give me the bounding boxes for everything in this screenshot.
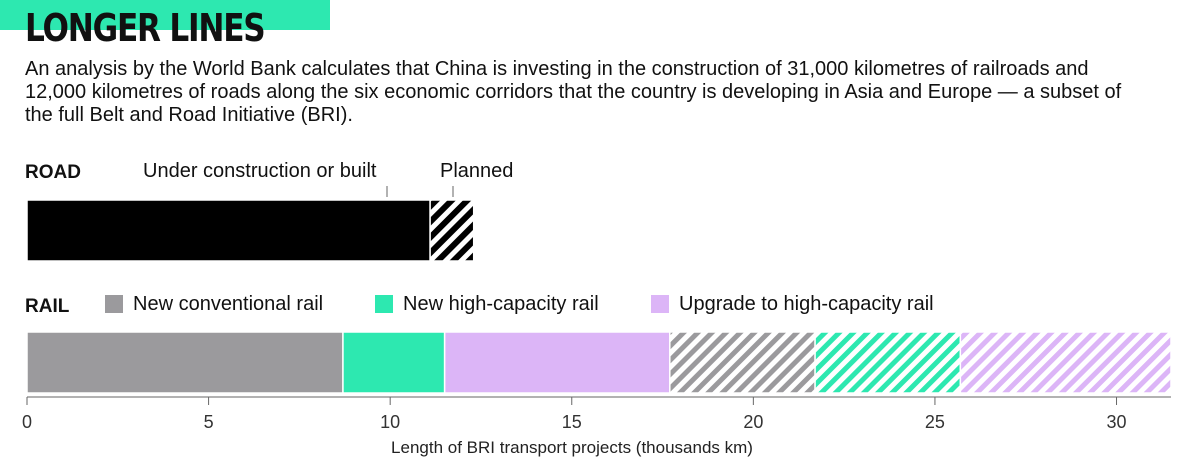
rail-bar-segment-0 <box>26 331 344 394</box>
x-axis-label: Length of BRI transport projects (thousa… <box>391 438 753 457</box>
x-tick-label: 30 <box>1107 412 1127 432</box>
title-accent-bar <box>0 0 330 30</box>
x-tick-label: 0 <box>22 412 32 432</box>
status-label-planned: Planned <box>440 160 513 182</box>
legend-label-upgrade: Upgrade to high-capacity rail <box>679 292 934 315</box>
x-tick-label: 20 <box>743 412 763 432</box>
legend-high-capacity-rail: New high-capacity rail <box>375 292 599 316</box>
rail-bar-segment-5 <box>959 331 1172 394</box>
x-tick-label: 5 <box>204 412 214 432</box>
x-tick-label: 15 <box>562 412 582 432</box>
legend-label-conventional: New conventional rail <box>133 292 324 315</box>
chart-title: LONGER LINES <box>25 6 266 50</box>
legend-conventional-rail: New conventional rail <box>105 292 323 316</box>
rail-bar-segment-3 <box>669 331 816 394</box>
road-bar-built <box>26 199 431 262</box>
road-bar-planned <box>429 199 475 262</box>
x-tick-label: 10 <box>380 412 400 432</box>
chart-description: An analysis by the World Bank calculates… <box>25 58 1122 126</box>
legend-swatch-conventional <box>105 295 123 313</box>
x-tick-label: 25 <box>925 412 945 432</box>
legend-upgrade-rail: Upgrade to high-capacity rail <box>651 292 934 316</box>
category-label-road: ROAD <box>25 162 81 183</box>
bar-chart: ROAD Under construction or built Planned… <box>22 160 1172 457</box>
rail-bar-segment-2 <box>443 331 671 394</box>
status-label-built: Under construction or built <box>143 160 377 182</box>
rail-bar-segment-1 <box>342 331 446 394</box>
legend-label-high-capacity: New high-capacity rail <box>403 292 599 315</box>
legend-swatch-upgrade <box>651 295 669 313</box>
legend-swatch-high-capacity <box>375 295 393 313</box>
rail-bar-segment-4 <box>814 331 962 394</box>
category-label-rail: RAIL <box>25 296 70 317</box>
